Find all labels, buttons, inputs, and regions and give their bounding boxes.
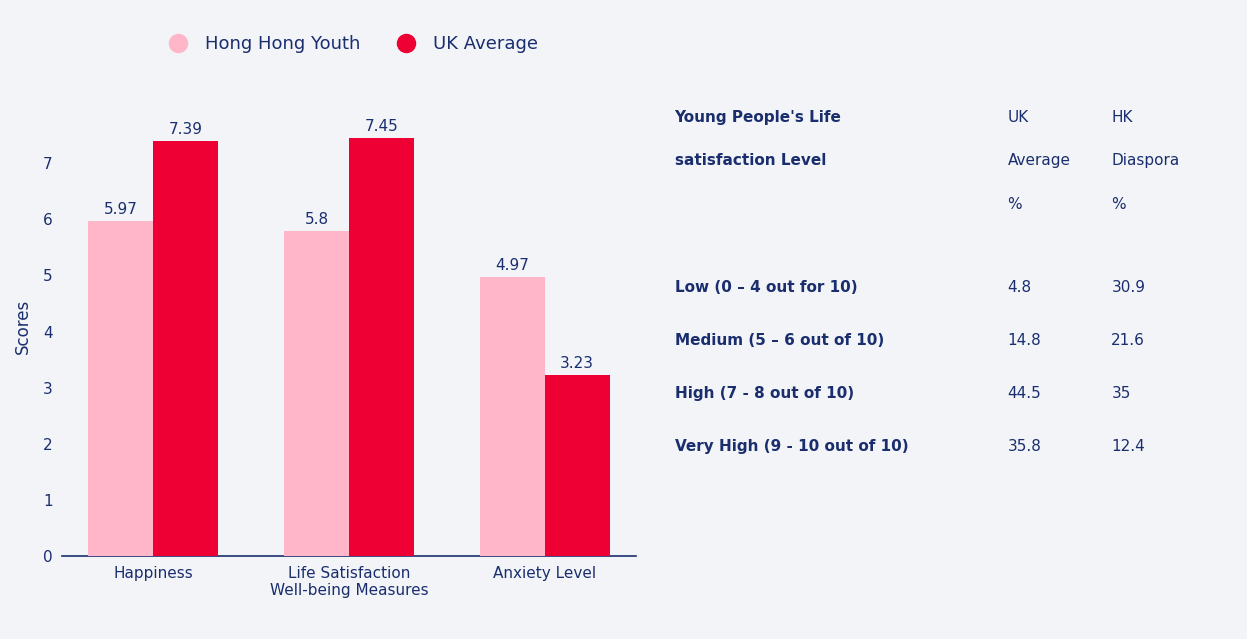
Text: 21.6: 21.6 <box>1111 333 1145 348</box>
Bar <box>89 221 153 556</box>
Text: Diaspora: Diaspora <box>1111 153 1180 168</box>
Text: 5.97: 5.97 <box>104 202 137 217</box>
Text: 12.4: 12.4 <box>1111 438 1145 454</box>
Text: Young People's Life: Young People's Life <box>675 110 842 125</box>
Text: 7.39: 7.39 <box>168 123 202 137</box>
Legend: Hong Hong Youth, UK Average: Hong Hong Youth, UK Average <box>153 28 545 61</box>
Text: Average: Average <box>1008 153 1071 168</box>
Text: 35.8: 35.8 <box>1008 438 1041 454</box>
Text: satisfaction Level: satisfaction Level <box>675 153 826 168</box>
Text: 4.8: 4.8 <box>1008 280 1031 295</box>
Bar <box>480 277 545 556</box>
Text: UK: UK <box>1008 110 1029 125</box>
Text: 7.45: 7.45 <box>364 119 398 134</box>
Text: 35: 35 <box>1111 386 1131 401</box>
Text: 5.8: 5.8 <box>304 212 329 227</box>
Bar <box>349 138 414 556</box>
Text: 14.8: 14.8 <box>1008 333 1041 348</box>
Bar <box>153 141 218 556</box>
Y-axis label: Scores: Scores <box>14 298 31 353</box>
Text: 3.23: 3.23 <box>560 356 595 371</box>
Bar <box>284 231 349 556</box>
Text: 44.5: 44.5 <box>1008 386 1041 401</box>
Text: 30.9: 30.9 <box>1111 280 1145 295</box>
Text: Low (0 – 4 out for 10): Low (0 – 4 out for 10) <box>675 280 857 295</box>
Text: %: % <box>1111 197 1126 212</box>
Text: 4.97: 4.97 <box>495 258 530 273</box>
Bar <box>545 374 610 556</box>
Text: Very High (9 - 10 out of 10): Very High (9 - 10 out of 10) <box>675 438 908 454</box>
Text: High (7 - 8 out of 10): High (7 - 8 out of 10) <box>675 386 854 401</box>
Text: HK: HK <box>1111 110 1132 125</box>
Text: Medium (5 – 6 out of 10): Medium (5 – 6 out of 10) <box>675 333 884 348</box>
Text: %: % <box>1008 197 1023 212</box>
